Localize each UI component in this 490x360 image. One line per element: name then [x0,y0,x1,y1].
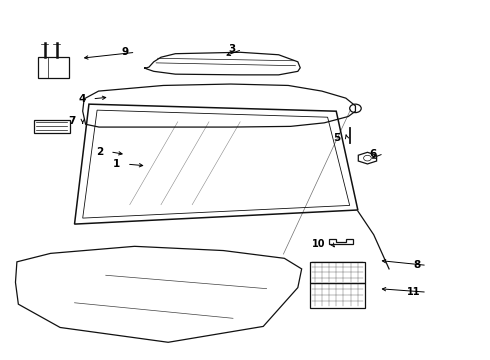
Text: 3: 3 [228,45,235,54]
Text: 4: 4 [78,94,86,104]
Text: 10: 10 [312,239,326,249]
Text: 7: 7 [69,116,76,126]
Text: 5: 5 [333,133,340,143]
Text: 9: 9 [122,47,129,57]
Text: 11: 11 [407,287,420,297]
Text: 2: 2 [96,147,103,157]
Text: 1: 1 [113,159,120,169]
Text: 8: 8 [413,260,420,270]
Text: 6: 6 [370,149,377,158]
